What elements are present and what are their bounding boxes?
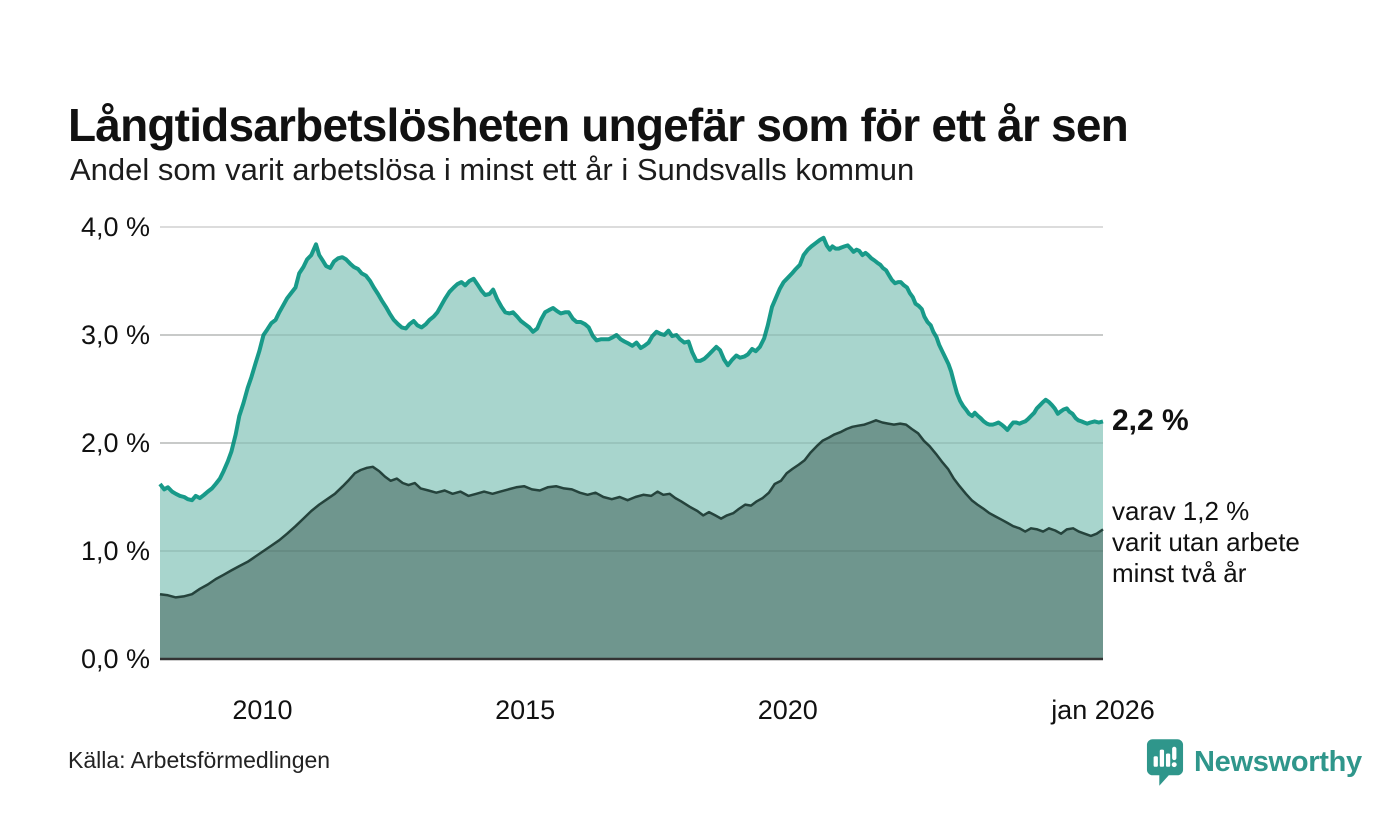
- x-tick-label-0: 2010: [232, 695, 292, 725]
- series2-end-line3: minst två år: [1112, 558, 1247, 588]
- newsworthy-logo: Newsworthy: [1146, 738, 1362, 786]
- x-tick-label-1: 2015: [495, 695, 555, 725]
- series2-end-line1: varav 1,2 %: [1112, 496, 1250, 526]
- y-tick-label-0: 0,0 %: [81, 644, 150, 674]
- newsworthy-logo-icon: [1146, 739, 1184, 786]
- unemployment-area-chart: 0,0 % 1,0 % 2,0 % 3,0 % 4,0 % 2010 2015 2020 jan…: [81, 212, 1155, 725]
- chart-subtitle: Andel som varit arbetslösa i minst ett å…: [70, 152, 915, 187]
- page-title: Långtidsarbetslösheten ungefär som för e…: [68, 98, 1129, 151]
- series2-end-line2: varit utan arbete: [1112, 527, 1300, 557]
- series2-end-annotation: varav 1,2 % varit utan arbete minst två …: [1112, 496, 1300, 589]
- series-1-line: [158, 235, 1104, 503]
- x-tick-label-2: 2020: [758, 695, 818, 725]
- y-tick-label-2: 2,0 %: [81, 428, 150, 458]
- series1-end-value-label: 2,2 %: [1112, 404, 1189, 437]
- y-tick-label-4: 4,0 %: [81, 212, 150, 242]
- y-tick-label-3: 3,0 %: [81, 320, 150, 350]
- x-tick-label-3: jan 2026: [1050, 695, 1155, 725]
- y-tick-label-1: 1,0 %: [81, 536, 150, 566]
- series-2-line: [159, 419, 1104, 599]
- newsworthy-logo-text: Newsworthy: [1194, 745, 1362, 778]
- source-attribution: Källa: Arbetsförmedlingen: [68, 747, 331, 773]
